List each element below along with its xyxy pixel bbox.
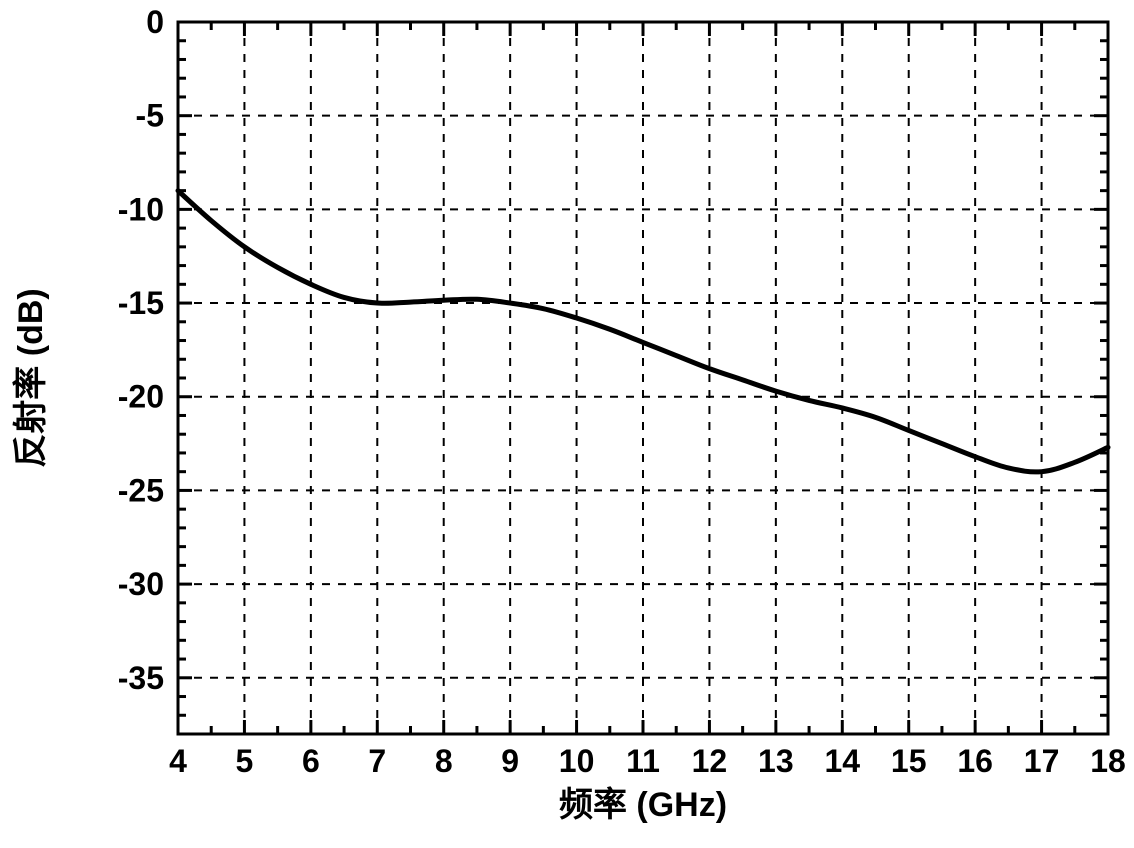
ytick-label: -30 — [118, 566, 164, 602]
ytick-label: -10 — [118, 191, 164, 227]
xtick-label: 7 — [368, 743, 386, 779]
xtick-label: 16 — [957, 743, 993, 779]
ytick-label: -5 — [136, 98, 164, 134]
xtick-label: 6 — [302, 743, 320, 779]
xtick-label: 17 — [1024, 743, 1060, 779]
xtick-label: 5 — [236, 743, 254, 779]
ytick-label: 0 — [146, 4, 164, 40]
chart-container: 4 5 6 7 8 9 10 11 12 13 14 15 16 17 18 0 -5 -10 -15 -20 -25 -… — [0, 0, 1134, 848]
x-axis-label: 频率 (GHz) — [559, 786, 727, 824]
xtick-label: 15 — [891, 743, 927, 779]
xtick-label: 13 — [758, 743, 794, 779]
xtick-label: 11 — [626, 743, 660, 779]
xtick-label: 9 — [501, 743, 519, 779]
ytick-label: -15 — [118, 285, 164, 321]
xtick-label: 18 — [1090, 743, 1126, 779]
xtick-label: 12 — [692, 743, 728, 779]
xtick-label: 4 — [169, 743, 187, 779]
ytick-label: -20 — [118, 379, 164, 415]
reflectivity-chart: 4 5 6 7 8 9 10 11 12 13 14 15 16 17 18 0 -5 -10 -15 -20 -25 -… — [0, 0, 1134, 848]
y-axis-label: 反射率 (dB) — [12, 288, 50, 467]
xtick-label: 10 — [559, 743, 595, 779]
xtick-label: 8 — [435, 743, 453, 779]
ytick-label: -25 — [118, 472, 164, 508]
xtick-label: 14 — [824, 743, 860, 779]
ytick-label: -35 — [118, 660, 164, 696]
